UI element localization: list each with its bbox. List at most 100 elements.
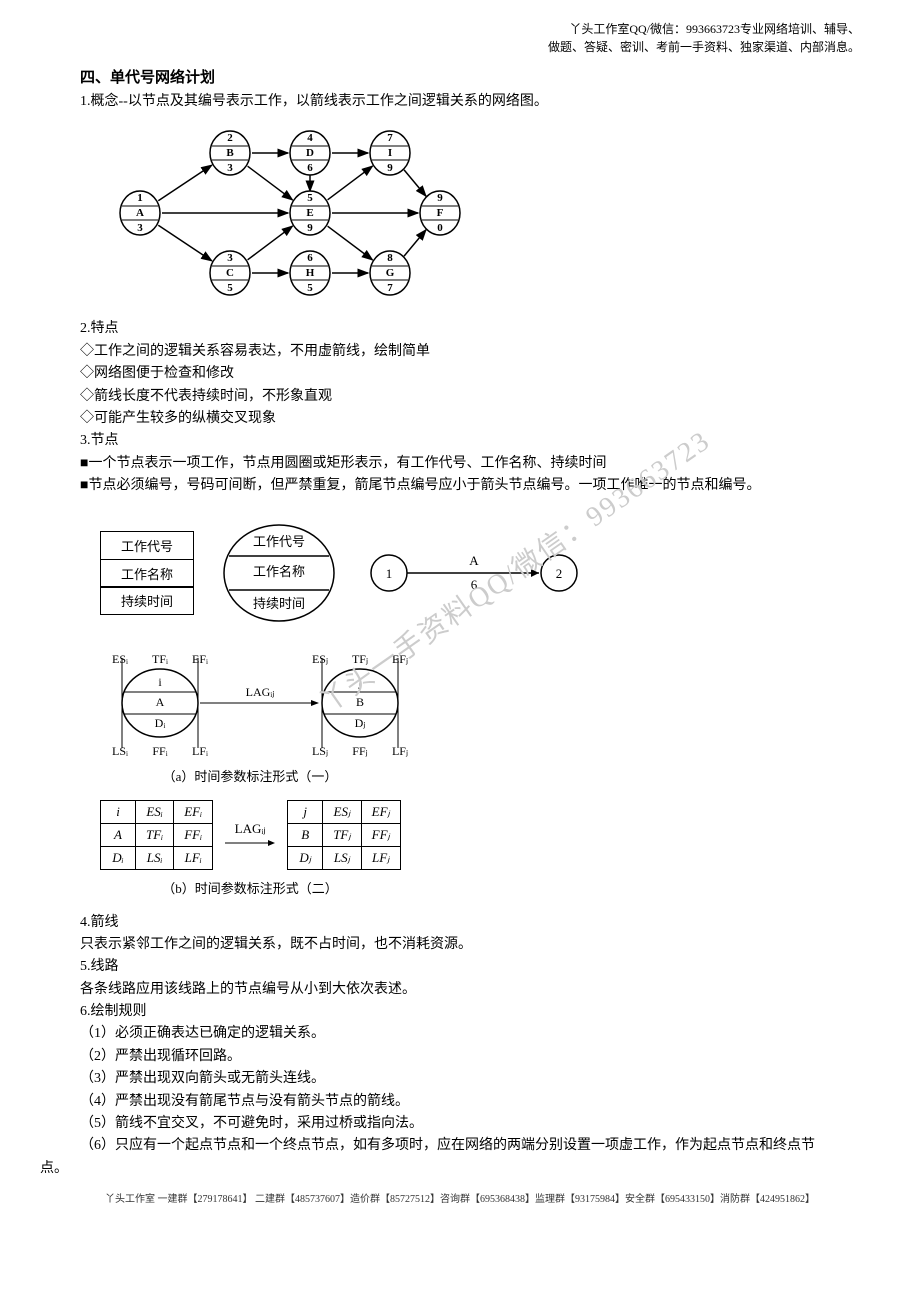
svg-text:i: i <box>158 675 162 689</box>
concept-num: 1.概念-- <box>80 94 128 109</box>
svg-text:LSᵢ: LSᵢ <box>112 744 128 758</box>
features-title: 2.特点 <box>80 318 860 340</box>
svg-text:8: 8 <box>387 252 393 264</box>
svg-text:A: A <box>156 695 165 709</box>
concept-text: 1.概念--以节点及其编号表示工作，以箭线表示工作之间逻辑关系的网络图。 <box>80 91 860 113</box>
rule-item: （3）严禁出现双向箭头或无箭头连线。 <box>80 1068 860 1090</box>
feature-item: ◇可能产生较多的纵横交叉现象 <box>80 408 860 430</box>
ex-n1: 1 <box>386 566 393 581</box>
routes-text: 各条线路应用该线路上的节点编号从小到大依次表述。 <box>80 979 860 1001</box>
svg-text:F: F <box>437 207 444 219</box>
svg-text:EFᵢ: EFᵢ <box>192 652 208 666</box>
rect-labels: 工作代号 工作名称 持续时间 <box>100 531 194 614</box>
header-line2: 做题、答疑、密训、考前一手资料、独家渠道、内部消息。 <box>40 38 860 56</box>
svg-text:9: 9 <box>387 162 393 174</box>
svg-text:LAGᵢⱼ: LAGᵢⱼ <box>246 685 275 699</box>
svg-text:j: j <box>357 675 361 689</box>
rule-item: （2）严禁出现循环回路。 <box>80 1046 860 1068</box>
svg-text:7: 7 <box>387 282 393 294</box>
svg-text:6: 6 <box>307 162 313 174</box>
rule-item: （4）严禁出现没有箭尾节点与没有箭头节点的箭线。 <box>80 1091 860 1113</box>
svg-text:7: 7 <box>387 132 393 144</box>
feature-item: ◇箭线长度不代表持续时间，不形象直观 <box>80 386 860 408</box>
svg-text:C: C <box>226 267 234 279</box>
svg-text:2: 2 <box>227 132 233 144</box>
svg-text:EFⱼ: EFⱼ <box>392 652 408 666</box>
svg-text:LSⱼ: LSⱼ <box>312 744 328 758</box>
ex-dur: 6 <box>471 577 478 592</box>
svg-text:B: B <box>356 695 364 709</box>
label-code: 工作代号 <box>100 531 194 560</box>
arrows-title: 4.箭线 <box>80 912 860 934</box>
svg-text:I: I <box>388 147 392 159</box>
svg-text:3: 3 <box>227 252 233 264</box>
feature-item: ◇网络图便于检查和修改 <box>80 363 860 385</box>
rule-item: （1）必须正确表达已确定的逻辑关系。 <box>80 1023 860 1045</box>
features-list: ◇工作之间的逻辑关系容易表达，不用虚箭线，绘制简单◇网络图便于检查和修改◇箭线长… <box>80 341 860 431</box>
svg-text:5: 5 <box>227 282 233 294</box>
svg-text:Dⱼ: Dⱼ <box>355 716 366 730</box>
node-item: ■节点必须编号，号码可间断，但严禁重复，箭尾节点编号应小于箭头节点编号。一项工作… <box>80 475 860 497</box>
svg-text:LFᵢ: LFᵢ <box>192 744 208 758</box>
svg-text:9: 9 <box>307 222 313 234</box>
nodes-list: ■一个节点表示一项工作，节点用圆圈或矩形表示，有工作代号、工作名称、持续时间■节… <box>80 453 860 498</box>
rules-title: 6.绘制规则 <box>80 1001 860 1023</box>
svg-text:H: H <box>306 267 315 279</box>
svg-text:D: D <box>306 147 314 159</box>
svg-text:9: 9 <box>437 192 443 204</box>
svg-text:3: 3 <box>227 162 233 174</box>
nodes-title: 3.节点 <box>80 430 860 452</box>
ex-n2: 2 <box>556 566 563 581</box>
svg-text:ESⱼ: ESⱼ <box>312 652 328 666</box>
ell-l2: 工作名称 <box>253 564 305 579</box>
rules-tail: 点。 <box>40 1158 860 1180</box>
svg-text:1: 1 <box>137 192 143 204</box>
svg-text:E: E <box>306 207 313 219</box>
svg-text:Dᵢ: Dᵢ <box>155 716 166 730</box>
rules-list: （1）必须正确表达已确定的逻辑关系。（2）严禁出现循环回路。（3）严禁出现双向箭… <box>80 1023 860 1157</box>
param-table-row: iESᵢEFᵢATFᵢFFᵢDᵢLSᵢLFᵢ LAGᵢⱼ jESⱼEFⱼBTFⱼ… <box>100 800 860 870</box>
svg-text:3: 3 <box>137 222 143 234</box>
node-item: ■一个节点表示一项工作，节点用圆圈或矩形表示，有工作代号、工作名称、持续时间 <box>80 453 860 475</box>
ell-l1: 工作代号 <box>253 534 305 549</box>
label-dur: 持续时间 <box>100 586 194 615</box>
svg-text:A: A <box>136 207 144 219</box>
lag-label: LAGᵢⱼ <box>225 821 275 837</box>
svg-text:B: B <box>226 147 234 159</box>
node-label-row: 工作代号 工作名称 持续时间 工作代号 工作名称 持续时间 1 A 6 2 <box>100 518 860 628</box>
param-a-caption: （a）时间参数标注形式（一） <box>100 766 400 785</box>
svg-text:LFⱼ: LFⱼ <box>392 744 408 758</box>
example-edge: 1 A 6 2 <box>364 543 604 603</box>
ell-l3: 持续时间 <box>253 596 305 611</box>
svg-text:ESᵢ: ESᵢ <box>112 652 128 666</box>
svg-text:G: G <box>386 267 395 279</box>
arrows-text: 只表示紧邻工作之间的逻辑关系，既不占时间，也不消耗资源。 <box>80 934 860 956</box>
param-b-caption: （b）时间参数标注形式（二） <box>100 878 400 897</box>
routes-title: 5.线路 <box>80 956 860 978</box>
param-diagram-a: ESᵢ TFᵢ EFᵢ iA Dᵢ LSᵢ FFᵢ LFᵢ ESⱼ TFⱼ EFⱼ jB Dⱼ LSⱼ FF… <box>100 648 860 758</box>
main-title: 四、单代号网络计划 <box>80 66 860 87</box>
header-contact: 丫头工作室QQ/微信：993663723专业网络培训、辅导、 做题、答疑、密训、… <box>40 20 860 56</box>
svg-text:FFᵢ: FFᵢ <box>152 744 167 758</box>
lag-arrow: LAGᵢⱼ <box>225 821 275 849</box>
header-line1: 丫头工作室QQ/微信：993663723专业网络培训、辅导、 <box>40 20 860 38</box>
ellipse-labels: 工作代号 工作名称 持续时间 <box>214 518 344 628</box>
network-diagram: 1 A 3 2 B 3 4 D 6 7 I 9 5 E 9 9 F 0 3 C 5 6 H 5 8 G 7 <box>100 123 860 308</box>
svg-text:TFⱼ: TFⱼ <box>352 652 368 666</box>
param-table-j: jESⱼEFⱼBTFⱼFFⱼDⱼLSⱼLFⱼ <box>287 800 401 870</box>
rule-item: （5）箭线不宜交叉，不可避免时，采用过桥或指向法。 <box>80 1113 860 1135</box>
footer: 丫头工作室 一建群【279178641】 二建群【485737607】造价群【8… <box>0 1190 920 1205</box>
feature-item: ◇工作之间的逻辑关系容易表达，不用虚箭线，绘制简单 <box>80 341 860 363</box>
svg-text:5: 5 <box>307 192 313 204</box>
param-table-i: iESᵢEFᵢATFᵢFFᵢDᵢLSᵢLFᵢ <box>100 800 213 870</box>
label-name: 工作名称 <box>100 559 194 588</box>
svg-text:5: 5 <box>307 282 313 294</box>
svg-text:0: 0 <box>437 222 443 234</box>
svg-text:6: 6 <box>307 252 313 264</box>
concept-body: 以节点及其编号表示工作，以箭线表示工作之间逻辑关系的网络图。 <box>128 94 548 109</box>
svg-text:FFⱼ: FFⱼ <box>352 744 367 758</box>
ex-name: A <box>469 553 479 568</box>
svg-text:TFᵢ: TFᵢ <box>152 652 168 666</box>
svg-text:4: 4 <box>307 132 313 144</box>
rule-item: （6）只应有一个起点节点和一个终点节点，如有多项时，应在网络的两端分别设置一项虚… <box>80 1135 860 1157</box>
